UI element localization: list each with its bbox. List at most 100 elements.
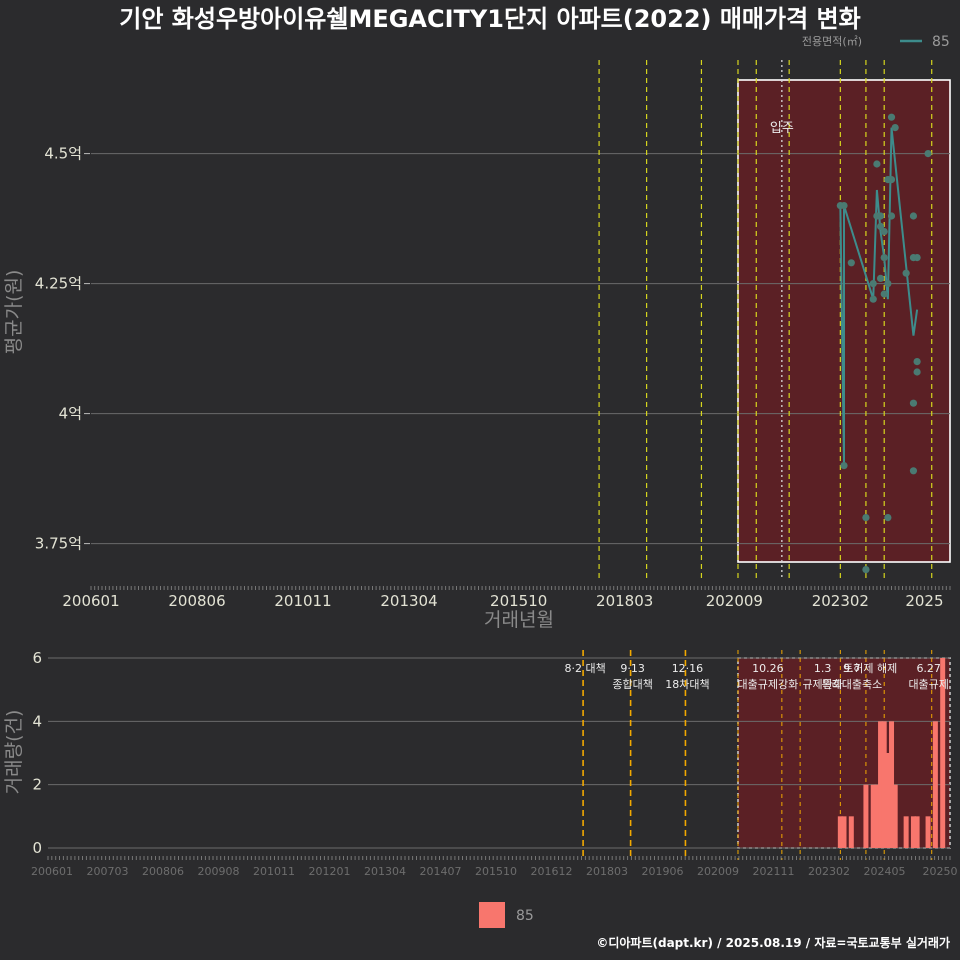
top-y-tick-label-2: 4.25억 bbox=[35, 275, 82, 293]
top-legend: 전용면적(㎡) 85 bbox=[802, 34, 950, 50]
policy-label-3-line-0: 10.26 bbox=[752, 662, 784, 675]
bottom-x-tick-label-7: 201407 bbox=[420, 865, 462, 878]
bottom-x-tick-label-11: 201906 bbox=[642, 865, 684, 878]
top-y-tick-label-1: 4억 bbox=[59, 405, 82, 423]
price-point-2 bbox=[840, 202, 848, 210]
volume-bar-8 bbox=[885, 753, 891, 848]
price-point-10 bbox=[876, 222, 885, 230]
bottom-x-tick-label-4: 201011 bbox=[253, 865, 295, 878]
volume-bar-15 bbox=[932, 721, 938, 848]
bottom-legend-swatch bbox=[479, 902, 505, 928]
bottom-x-tick-label-0: 200601 bbox=[31, 865, 73, 878]
top-x-tick-label-1: 200806 bbox=[168, 592, 225, 610]
price-point-3 bbox=[847, 259, 855, 267]
bottom-x-tick-label-13: 202111 bbox=[753, 865, 795, 878]
top-x-tick-label-8: 2025 bbox=[905, 592, 943, 610]
price-point-7 bbox=[869, 295, 877, 303]
bottom-x-tick-label-15: 202405 bbox=[864, 865, 906, 878]
volume-bar-4 bbox=[870, 784, 876, 848]
policy-label-1-line-1: 종합대책 bbox=[612, 678, 652, 691]
bottom-x-tick-label-5: 201201 bbox=[309, 865, 351, 878]
footer-credit: ©디아파트(dapt.kr) / 2025.08.19 / 자료=국토교통부 실… bbox=[596, 935, 950, 950]
price-point-28 bbox=[913, 358, 921, 366]
policy-label-2-line-1: 18차대책 bbox=[665, 678, 709, 691]
price-point-18 bbox=[884, 280, 892, 288]
price-point-25 bbox=[909, 399, 918, 407]
bottom-x-tick-label-1: 200703 bbox=[87, 865, 129, 878]
price-point-11 bbox=[876, 274, 885, 282]
bottom-x-tick-label-9: 201612 bbox=[531, 865, 573, 878]
bottom-legend-entry: 85 bbox=[516, 908, 534, 924]
price-point-5 bbox=[862, 566, 870, 574]
policy-label-4-line-0: 1.3 bbox=[814, 662, 832, 675]
top-legend-entry: 85 bbox=[932, 34, 950, 50]
bottom-y-tick-label-3: 6 bbox=[32, 649, 42, 667]
price-point-27 bbox=[909, 212, 918, 220]
policy-label-4-line-1: 규제완화 bbox=[802, 678, 842, 691]
price-point-22 bbox=[891, 124, 899, 132]
bottom-policy-lines bbox=[582, 650, 933, 860]
policy-label-2-line-0: 12·16 bbox=[672, 662, 704, 675]
price-point-20 bbox=[887, 212, 896, 220]
price-point-19 bbox=[887, 176, 896, 184]
top-legend-title: 전용면적(㎡) bbox=[802, 35, 862, 48]
top-y-tick-label-3: 4.5억 bbox=[44, 145, 82, 163]
volume-bar-1 bbox=[841, 816, 847, 848]
price-point-31 bbox=[924, 150, 932, 158]
volume-bar-11 bbox=[903, 816, 909, 848]
bottom-x-tick-label-3: 200908 bbox=[198, 865, 240, 878]
volume-bar-6 bbox=[878, 721, 884, 848]
policy-label-6-line-0: 토허제 해제 bbox=[843, 661, 897, 675]
price-point-24 bbox=[909, 467, 918, 475]
volume-bar-14 bbox=[925, 816, 931, 848]
bottom-x-tick-label-6: 201304 bbox=[364, 865, 406, 878]
top-grid bbox=[91, 153, 950, 545]
bottom-y-axis: 0 2 4 6 bbox=[32, 649, 42, 857]
policy-label-5-line-0: 9.7 bbox=[843, 662, 861, 675]
policy-label-7-line-0: 6.27 bbox=[916, 662, 941, 675]
bottom-y-tick-label-1: 2 bbox=[32, 776, 42, 794]
price-point-23 bbox=[902, 269, 910, 277]
price-point-17 bbox=[884, 514, 892, 522]
top-x-tick-label-4: 201510 bbox=[490, 592, 547, 610]
top-x-tick-label-0: 200601 bbox=[62, 592, 119, 610]
volume-bar-13 bbox=[914, 816, 920, 848]
bottom-x-minor-ticks bbox=[47, 856, 951, 860]
top-x-axis: 200601 200806 201011 201304 201510 201803 2020… bbox=[62, 586, 951, 610]
bottom-x-tick-label-10: 201803 bbox=[586, 865, 628, 878]
bottom-legend: 85 bbox=[479, 902, 534, 928]
volume-bar-0 bbox=[837, 816, 843, 848]
bottom-y-tick-label-2: 4 bbox=[32, 712, 42, 730]
policy-label-5-line-1: 특례대출축소 bbox=[822, 678, 883, 691]
bottom-y-axis-title: 거래량(건) bbox=[3, 710, 25, 795]
top-annotation-0: 입주 bbox=[770, 121, 794, 136]
price-point-21 bbox=[887, 113, 896, 121]
price-point-13 bbox=[880, 254, 888, 262]
volume-bars bbox=[837, 658, 946, 848]
price-point-8 bbox=[873, 160, 881, 168]
volume-bar-12 bbox=[910, 816, 916, 848]
price-line-85 bbox=[839, 127, 919, 466]
policy-label-1-line-0: 9·13 bbox=[620, 662, 645, 675]
top-y-tick-label-0: 3.75억 bbox=[35, 535, 82, 553]
volume-bar-5 bbox=[874, 784, 880, 848]
top-policy-lines bbox=[598, 60, 933, 580]
volume-bar-2 bbox=[848, 816, 854, 848]
top-x-tick-label-2: 201011 bbox=[274, 592, 331, 610]
bottom-x-tick-label-14: 202302 bbox=[808, 865, 850, 878]
price-point-15 bbox=[880, 228, 888, 236]
top-y-axis: 3.75억 4억 4.25억 4.5억 bbox=[35, 145, 90, 553]
bottom-x-tick-label-2: 200806 bbox=[142, 865, 184, 878]
price-point-6 bbox=[869, 280, 877, 288]
volume-bar-3 bbox=[863, 784, 869, 848]
policy-label-7-line-1: 대출규제 bbox=[908, 678, 948, 691]
policy-label-0-line-0: 8·2 대책 bbox=[564, 662, 605, 675]
chart-title: 기안 화성우방아이유쉘MEGACITY1단지 아파트(2022) 매매가격 변화 bbox=[119, 5, 860, 33]
volume-bar-16 bbox=[940, 658, 946, 848]
bottom-x-axis: 200601 200703 200806 200908 201011 201201 2013… bbox=[31, 856, 958, 878]
bottom-y-tick-label-0: 0 bbox=[32, 839, 42, 857]
price-series bbox=[839, 127, 919, 466]
top-x-axis-title: 거래년월 bbox=[484, 609, 554, 631]
top-x-tick-label-6: 202009 bbox=[706, 592, 763, 610]
